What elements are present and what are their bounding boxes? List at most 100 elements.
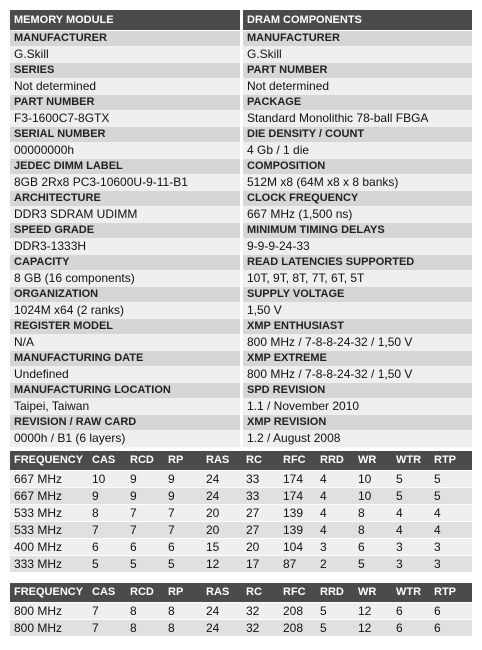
- timing-cell: 8: [354, 505, 392, 521]
- field-value: DDR3-1333H: [10, 238, 240, 255]
- timing-cell: 208: [279, 620, 316, 636]
- column-header: RCD: [126, 451, 164, 470]
- timing-cell: 12: [354, 603, 392, 619]
- field-value: 1,50 V: [243, 302, 472, 319]
- timing-cell: 333 MHz: [10, 556, 88, 572]
- column-header: RC: [242, 451, 279, 470]
- timing-cell: 10: [354, 471, 392, 487]
- timing-cell: 5: [316, 603, 354, 619]
- field-value: Undefined: [10, 366, 240, 383]
- timing-cell: 24: [202, 620, 242, 636]
- timing-cell: 5: [164, 556, 202, 572]
- timing-cell: 9: [88, 488, 126, 504]
- timing-cell: 17: [242, 556, 279, 572]
- timing-cell: 533 MHz: [10, 505, 88, 521]
- column-header: FREQUENCY: [10, 583, 88, 602]
- timing-cell: 6: [354, 539, 392, 555]
- timing-cell: 5: [354, 556, 392, 572]
- timing-cell: 400 MHz: [10, 539, 88, 555]
- field-value: 800 MHz / 7-8-8-24-32 / 1,50 V: [243, 366, 472, 383]
- timing-cell: 5: [88, 556, 126, 572]
- timing-cell: 4: [316, 522, 354, 538]
- field-label: REVISION / RAW CARD: [10, 415, 240, 430]
- field-value: 667 MHz (1,500 ns): [243, 206, 472, 223]
- timing-cell: 6: [88, 539, 126, 555]
- field-value: 00000000h: [10, 142, 240, 159]
- timing-cell: 139: [279, 505, 316, 521]
- timing-cell: 7: [126, 505, 164, 521]
- timing-cell: 208: [279, 603, 316, 619]
- field-value: Taipei, Taiwan: [10, 398, 240, 415]
- field-label: SERIES: [10, 63, 240, 78]
- timing-cell: 33: [242, 471, 279, 487]
- field-label: REGISTER MODEL: [10, 319, 240, 334]
- field-value: 512M x8 (64M x8 x 8 banks): [243, 174, 472, 191]
- timing-cell: 800 MHz: [10, 603, 88, 619]
- field-label: ORGANIZATION: [10, 287, 240, 302]
- field-value: 9-9-9-24-33: [243, 238, 472, 255]
- timing-cell: 9: [164, 488, 202, 504]
- timing-cell: 15: [202, 539, 242, 555]
- field-label: SERIAL NUMBER: [10, 127, 240, 142]
- field-label: CLOCK FREQUENCY: [243, 191, 472, 206]
- timing-cell: 8: [88, 505, 126, 521]
- column-header: CAS: [88, 451, 126, 470]
- field-label: MANUFACTURER: [243, 31, 472, 46]
- timing-cell: 10: [354, 488, 392, 504]
- timing-cell: 7: [88, 603, 126, 619]
- column-header: RP: [164, 451, 202, 470]
- timing-cell: 4: [316, 505, 354, 521]
- timing-cell: 20: [242, 539, 279, 555]
- timing-cell: 8: [164, 620, 202, 636]
- timing-cell: 174: [279, 488, 316, 504]
- timing-cell: 3: [316, 539, 354, 555]
- field-label: COMPOSITION: [243, 159, 472, 174]
- timing-cell: 9: [126, 471, 164, 487]
- timing-cell: 7: [164, 505, 202, 521]
- column-header: RAS: [202, 451, 242, 470]
- section-header: MEMORY MODULE: [10, 10, 240, 30]
- field-label: JEDEC DIMM LABEL: [10, 159, 240, 174]
- timing-cell: 20: [202, 522, 242, 538]
- field-label: CAPACITY: [10, 255, 240, 270]
- field-label: PART NUMBER: [243, 63, 472, 78]
- column-header: RRD: [316, 583, 354, 602]
- field-value: 1024M x64 (2 ranks): [10, 302, 240, 319]
- field-label: XMP REVISION: [243, 415, 472, 430]
- field-value: 8GB 2Rx8 PC3-10600U-9-11-B1: [10, 174, 240, 191]
- timing-cell: 32: [242, 603, 279, 619]
- timing-cell: 20: [202, 505, 242, 521]
- field-label: SUPPLY VOLTAGE: [243, 287, 472, 302]
- column-header: RFC: [279, 451, 316, 470]
- field-value: 800 MHz / 7-8-8-24-32 / 1,50 V: [243, 334, 472, 351]
- column-header: WR: [354, 583, 392, 602]
- column-header: WTR: [392, 451, 430, 470]
- timing-cell: 667 MHz: [10, 488, 88, 504]
- field-value: G.Skill: [10, 46, 240, 63]
- timing-cell: 9: [164, 471, 202, 487]
- field-value: 10T, 9T, 8T, 7T, 6T, 5T: [243, 270, 472, 287]
- timing-cell: 4: [392, 522, 430, 538]
- timing-cell: 5: [126, 556, 164, 572]
- timing-cell: 27: [242, 505, 279, 521]
- column-header: RRD: [316, 451, 354, 470]
- timing-cell: 667 MHz: [10, 471, 88, 487]
- timing-cell: 6: [126, 539, 164, 555]
- timing-cell: 6: [392, 620, 430, 636]
- timing-cell: 3: [392, 556, 430, 572]
- field-label: SPD REVISION: [243, 383, 472, 398]
- timing-cell: 9: [126, 488, 164, 504]
- timing-cell: 4: [392, 505, 430, 521]
- column-header: RTP: [430, 583, 472, 602]
- column-header: WR: [354, 451, 392, 470]
- timing-cell: 4: [430, 505, 472, 521]
- field-label: XMP ENTHUSIAST: [243, 319, 472, 334]
- timing-cell: 12: [202, 556, 242, 572]
- field-value: G.Skill: [243, 46, 472, 63]
- column-header: WTR: [392, 583, 430, 602]
- timing-cell: 5: [430, 488, 472, 504]
- timing-cell: 2: [316, 556, 354, 572]
- timing-cell: 6: [430, 603, 472, 619]
- timing-cell: 8: [126, 603, 164, 619]
